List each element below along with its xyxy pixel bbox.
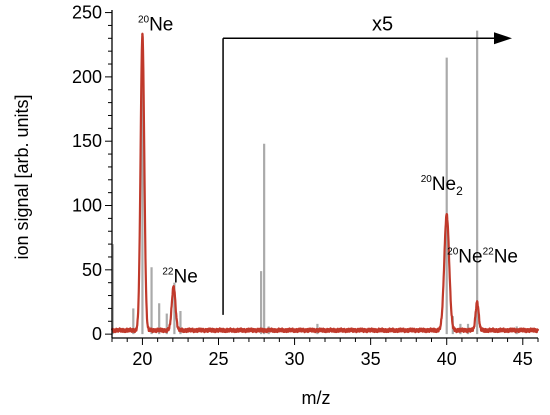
annotation-ne2: 20Ne2 bbox=[421, 174, 463, 198]
scale-marker-arrowhead bbox=[494, 32, 512, 45]
y-tick-label-200: 200 bbox=[72, 67, 102, 87]
series-line-red bbox=[110, 32, 540, 334]
y-tick-label-0: 0 bbox=[92, 324, 102, 344]
y-tick-label-100: 100 bbox=[72, 196, 102, 216]
annotation-mass: 20 bbox=[138, 14, 150, 25]
annotation-mass-2: 22 bbox=[483, 246, 495, 257]
x-tick-label-35: 35 bbox=[361, 349, 381, 369]
annotation-mass: 20 bbox=[447, 246, 459, 257]
x-tick-label-40: 40 bbox=[437, 349, 457, 369]
annotation-ne20ne22: 20Ne22Ne bbox=[447, 246, 518, 267]
data-point-red-peak-0 bbox=[141, 33, 144, 36]
annotation-species: Ne bbox=[458, 246, 482, 267]
y-tick-label-150: 150 bbox=[72, 131, 102, 151]
data-point-red-peak-2 bbox=[445, 213, 448, 216]
x-tick-label-30: 30 bbox=[285, 349, 305, 369]
y-axis-label: ion signal [arb. units] bbox=[12, 94, 32, 259]
series-layer bbox=[110, 30, 540, 335]
x-axis-label: m/z bbox=[302, 388, 331, 408]
data-point-red-peak-1 bbox=[172, 285, 175, 288]
annotation-species: Ne bbox=[174, 267, 198, 288]
scale-marker-label: x5 bbox=[372, 13, 393, 35]
x-tick-label-25: 25 bbox=[208, 349, 228, 369]
annotation-ne22: 22Ne bbox=[162, 267, 197, 288]
data-point-red-peak-3 bbox=[475, 300, 479, 304]
annotation-species-2: Ne bbox=[494, 246, 518, 267]
x-tick-label-45: 45 bbox=[513, 349, 533, 369]
annotation-ne20: 20Ne bbox=[138, 14, 173, 35]
x-tick-label-20: 20 bbox=[132, 349, 152, 369]
annotation-species: Ne bbox=[432, 174, 456, 195]
annotation-species: Ne bbox=[149, 14, 173, 35]
axes: 20 25 30 35 40 45 0 50 100 150 200 250 bbox=[72, 3, 539, 369]
annotation-mass: 20 bbox=[421, 174, 433, 185]
y-tick-label-250: 250 bbox=[72, 3, 102, 23]
scale-marker: x5 bbox=[222, 13, 512, 315]
annotation-subscript: 2 bbox=[456, 184, 463, 198]
y-tick-label-50: 50 bbox=[82, 260, 102, 280]
annotation-mass: 22 bbox=[162, 267, 174, 278]
